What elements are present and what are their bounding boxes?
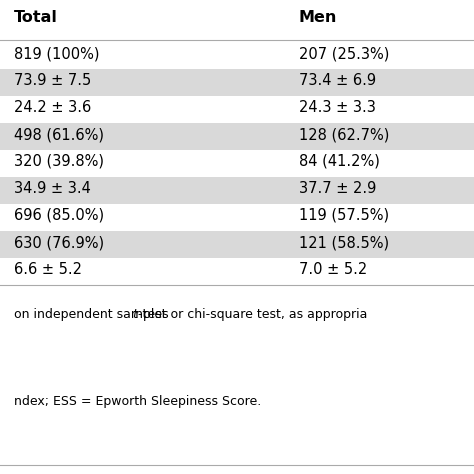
Text: 630 (76.9%): 630 (76.9%): [14, 235, 104, 250]
Bar: [0, 69, 474, 96]
Text: Men: Men: [299, 10, 337, 25]
Bar: [0, 231, 474, 258]
Text: 498 (61.6%): 498 (61.6%): [14, 127, 104, 142]
Text: 128 (62.7%): 128 (62.7%): [299, 127, 389, 142]
Text: 696 (85.0%): 696 (85.0%): [14, 208, 104, 223]
Text: ndex; ESS = Epworth Sleepiness Score.: ndex; ESS = Epworth Sleepiness Score.: [14, 395, 262, 408]
Text: 7.0 ± 5.2: 7.0 ± 5.2: [299, 262, 367, 277]
Text: 6.6 ± 5.2: 6.6 ± 5.2: [14, 262, 82, 277]
Text: 207 (25.3%): 207 (25.3%): [299, 46, 389, 61]
Text: 73.9 ± 7.5: 73.9 ± 7.5: [14, 73, 91, 88]
Bar: [0, 123, 474, 150]
Text: Total: Total: [14, 10, 58, 25]
Text: on independent samples: on independent samples: [14, 308, 173, 321]
Text: 119 (57.5%): 119 (57.5%): [299, 208, 389, 223]
Text: 320 (39.8%): 320 (39.8%): [14, 154, 104, 169]
Bar: [0, 177, 474, 204]
Text: t: t: [133, 308, 137, 321]
Text: 34.9 ± 3.4: 34.9 ± 3.4: [14, 181, 91, 196]
Text: 24.2 ± 3.6: 24.2 ± 3.6: [14, 100, 91, 115]
Text: 37.7 ± 2.9: 37.7 ± 2.9: [299, 181, 376, 196]
Text: -test or chi-square test, as appropria: -test or chi-square test, as appropria: [138, 308, 367, 321]
Text: 84 (41.2%): 84 (41.2%): [299, 154, 380, 169]
Text: 121 (58.5%): 121 (58.5%): [299, 235, 389, 250]
Text: 24.3 ± 3.3: 24.3 ± 3.3: [299, 100, 375, 115]
Text: 819 (100%): 819 (100%): [14, 46, 100, 61]
Text: 73.4 ± 6.9: 73.4 ± 6.9: [299, 73, 376, 88]
